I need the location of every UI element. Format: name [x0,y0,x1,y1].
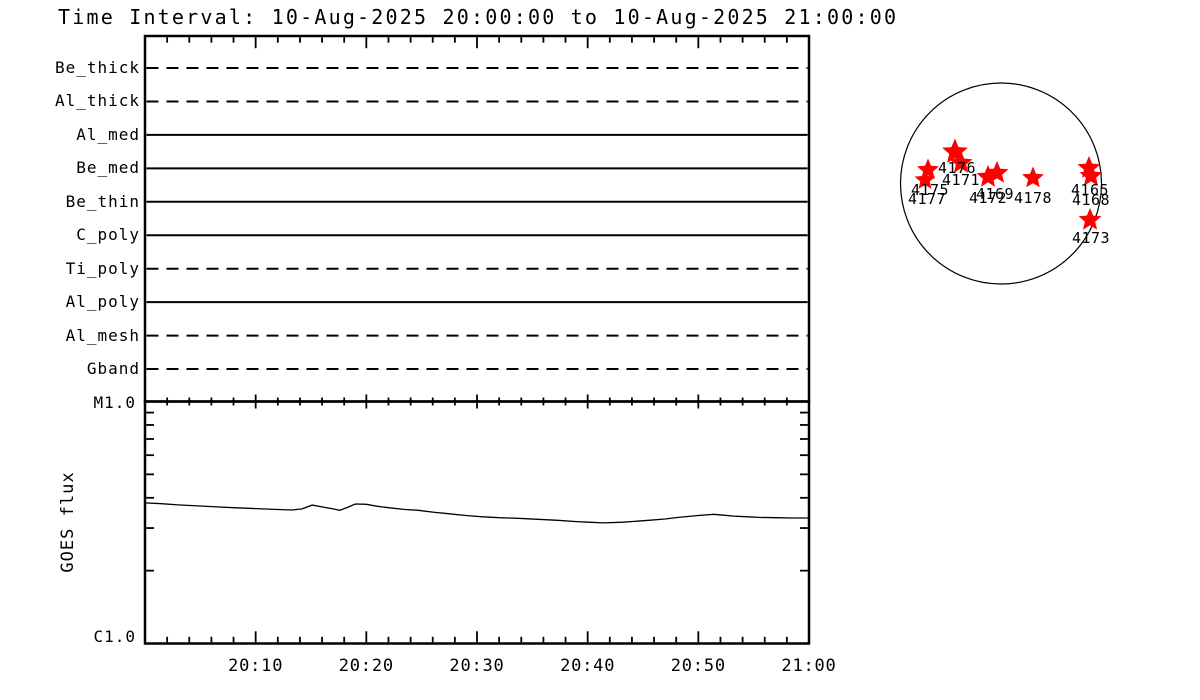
region-label-4169: 4169 [975,185,1015,203]
filter-label-be-thin: Be_thin [65,191,140,211]
xtick-label-2020: 20:20 [338,656,394,676]
filter-label-gband: Gband [86,359,140,379]
filter-label-al-mesh: Al_mesh [65,325,140,345]
xtick-label-2050: 20:50 [670,656,726,676]
goes-panel-border [143,400,811,645]
region-label-4165: 4165 [1070,181,1110,199]
region-label-4168: 4168 [1071,191,1111,209]
goes-axis-title: GOES flux [58,471,78,573]
xtick-label-2030: 20:30 [449,656,505,676]
active-region-star-4178 [1022,166,1044,188]
filter-label-al-thick: Al_thick [54,91,140,111]
active-region-star-4175 [917,158,939,180]
filter-label-ti-poly: Ti_poly [65,258,140,278]
region-label-4175: 4175 [910,181,950,199]
xtick-label-2040: 20:40 [560,656,616,676]
solar-disk-limb [899,82,1103,285]
active-region-star-4171 [949,151,973,173]
filter-label-be-med: Be_med [76,158,140,178]
plot-title: Time Interval: 10-Aug-2025 20:00:00 to 1… [58,5,899,29]
goes-flux-curve [144,502,809,524]
filter-label-c-poly: C_poly [76,225,140,245]
xtick-label-2010: 20:10 [228,656,284,676]
filter-label-al-poly: Al_poly [65,292,140,312]
active-region-star-4173 [1078,208,1102,230]
active-region-star-4177 [914,169,936,189]
active-region-star-4169 [985,161,1009,183]
filter-label-al-med: Al_med [76,124,140,144]
region-label-4171: 4171 [941,171,981,189]
region-label-4177: 4177 [907,190,947,208]
active-region-star-4172 [976,165,1000,187]
filter-panel-border [143,34,811,403]
region-label-4178: 4178 [1013,189,1053,207]
goes-ymax-label: M1.0 [93,393,136,412]
filter-label-be-thick: Be_thick [54,58,140,77]
goes-ymin-label: C1.0 [93,627,136,646]
region-label-4173: 4173 [1071,229,1111,247]
active-region-star-4168 [1079,164,1103,186]
region-label-4176: 4176 [937,159,977,177]
xtick-label-2100: 21:00 [781,656,837,676]
region-label-4172: 4172 [968,189,1008,207]
